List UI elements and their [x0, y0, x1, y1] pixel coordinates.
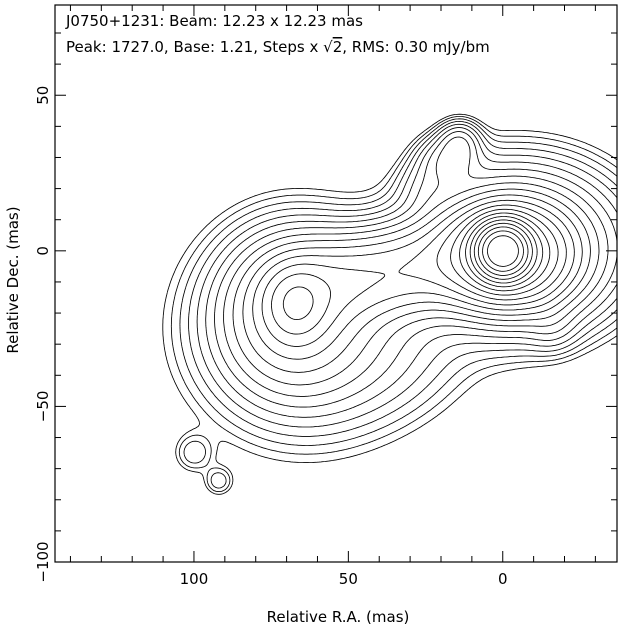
y-axis-label: Relative Dec. (mas) — [4, 206, 22, 353]
contour-level — [196, 123, 618, 428]
contour-level — [188, 120, 618, 437]
contour-level — [459, 212, 551, 292]
contour-level — [242, 188, 591, 373]
contour-lines — [162, 113, 618, 495]
sqrt-sign: √ — [323, 38, 333, 56]
y-tick-label: 50 — [34, 86, 52, 105]
header-line-2-prefix: Peak: 1727.0, Base: 1.21, Steps x — [66, 38, 323, 56]
contour-level — [223, 136, 609, 397]
contour-level — [487, 235, 519, 267]
contour-level — [282, 208, 559, 321]
contour-level — [252, 194, 583, 360]
y-tick-label: −50 — [34, 391, 52, 423]
y-tick-label: −100 — [34, 541, 52, 582]
x-tick-label: 50 — [339, 570, 358, 588]
x-tick-label: 0 — [498, 570, 508, 588]
header-line-1: J0750+1231: Beam: 12.23 x 12.23 mas — [65, 12, 363, 30]
contour-level — [261, 199, 575, 347]
contour-level — [271, 204, 567, 335]
contour-level — [162, 113, 618, 495]
contour-level — [465, 216, 544, 288]
x-tick-label: 100 — [180, 570, 209, 588]
contour-level — [232, 182, 600, 386]
sqrt-value: 2 — [333, 38, 343, 56]
x-axis-label: Relative R.A. (mas) — [267, 608, 410, 626]
header-line-2-suffix: , RMS: 0.30 mJy/bm — [342, 38, 490, 56]
contour-level — [473, 222, 533, 280]
tick-labels: 100 50 0 50 0 −50 −100 — [34, 86, 508, 588]
contour-level — [179, 118, 618, 489]
axis-ticks — [55, 5, 617, 563]
contour-level — [205, 127, 618, 418]
contour-level — [482, 230, 524, 272]
contour-level — [469, 219, 538, 284]
y-tick-label: 0 — [34, 246, 52, 256]
plot-frame — [54, 4, 618, 563]
contour-level — [170, 116, 618, 493]
contour-level — [214, 131, 618, 408]
contour-level — [477, 226, 529, 276]
header-line-2: Peak: 1727.0, Base: 1.21, Steps x √2, RM… — [66, 38, 490, 56]
